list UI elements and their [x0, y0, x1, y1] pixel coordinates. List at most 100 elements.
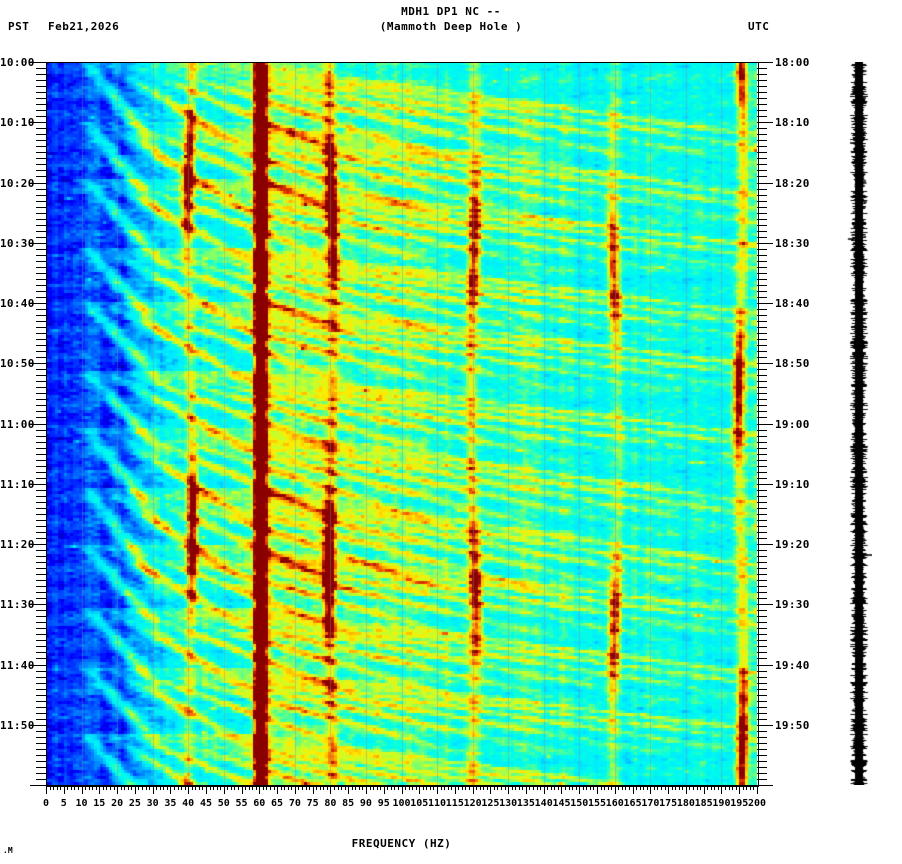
left-tick-minor	[36, 435, 46, 437]
right-tick-minor	[757, 435, 767, 437]
frequency-tick-minor	[287, 785, 289, 790]
frequency-tick-minor	[444, 785, 446, 790]
frequency-tick-minor	[344, 785, 346, 790]
right-tick-minor	[757, 327, 767, 329]
frequency-tick-minor	[333, 785, 335, 790]
frequency-tick-minor	[476, 785, 478, 790]
left-tick-minor	[36, 315, 46, 317]
right-time-label: 19:00	[775, 417, 810, 431]
left-tick-minor	[36, 218, 46, 220]
left-tick-minor	[36, 652, 46, 654]
frequency-tick-minor	[394, 785, 396, 790]
left-tick-minor	[36, 634, 46, 636]
right-tick-minor	[757, 260, 767, 262]
left-tick-minor	[36, 278, 46, 280]
left-tick-minor	[36, 465, 46, 467]
frequency-tick-label: 190	[712, 798, 731, 809]
frequency-tick-minor	[237, 785, 239, 790]
left-tick-minor	[36, 525, 46, 527]
frequency-tick-label: 15	[93, 798, 106, 809]
frequency-tick-label: 180	[676, 798, 695, 809]
left-tick-minor	[36, 399, 46, 401]
right-tick-minor	[757, 519, 767, 521]
left-tick-minor	[36, 393, 46, 395]
left-tick-minor	[36, 459, 46, 461]
frequency-tick-label: 135	[516, 798, 535, 809]
right-tick-minor	[757, 507, 767, 509]
frequency-tick-minor	[636, 785, 638, 790]
frequency-tick-minor	[159, 785, 161, 790]
left-tick-minor	[36, 622, 46, 624]
right-tick-minor	[757, 92, 767, 94]
right-tick-minor	[757, 236, 767, 238]
frequency-tick-minor	[109, 785, 111, 790]
right-tick-minor	[757, 712, 767, 714]
left-tick-minor	[36, 230, 46, 232]
frequency-tick-minor	[273, 785, 275, 790]
left-tick-minor	[36, 748, 46, 750]
left-tick-minor	[36, 676, 46, 678]
frequency-tick-minor	[511, 785, 513, 790]
frequency-tick-minor	[429, 785, 431, 790]
station-subtitle: (Mammoth Deep Hole )	[379, 20, 523, 33]
frequency-tick-major	[277, 785, 279, 794]
right-tick-minor	[757, 351, 767, 353]
left-tick-minor	[36, 272, 46, 274]
left-tick-minor	[36, 495, 46, 497]
frequency-tick-minor	[671, 785, 673, 790]
frequency-tick-minor	[387, 785, 389, 790]
frequency-tick-minor	[732, 785, 734, 790]
frequency-tick-label: 50	[217, 798, 230, 809]
frequency-tick-minor	[95, 785, 97, 790]
spectrogram-plot[interactable]	[46, 62, 757, 785]
left-tick-minor	[36, 592, 46, 594]
frequency-tick-label: 120	[463, 798, 482, 809]
right-tick-major	[757, 724, 773, 726]
frequency-tick-major	[685, 785, 687, 794]
left-tick-major	[30, 62, 46, 63]
right-tick-minor	[757, 513, 767, 515]
left-time-label: 10:20	[0, 176, 35, 190]
frequency-tick-minor	[586, 785, 588, 790]
left-tick-major	[30, 423, 46, 425]
frequency-tick-minor	[184, 785, 186, 790]
frequency-tick-minor	[682, 785, 684, 790]
right-tick-minor	[757, 98, 767, 100]
frequency-tick-minor	[515, 785, 517, 790]
frequency-tick-minor	[397, 785, 399, 790]
right-tick-minor	[757, 447, 767, 449]
left-tick-minor	[36, 688, 46, 690]
right-tick-minor	[757, 399, 767, 401]
frequency-tick-minor	[497, 785, 499, 790]
left-tick-major	[30, 483, 46, 485]
right-tick-minor	[757, 682, 767, 684]
frequency-tick-minor	[67, 785, 69, 790]
left-tick-minor	[36, 309, 46, 311]
frequency-tick-minor	[689, 785, 691, 790]
left-tick-minor	[36, 164, 46, 166]
frequency-tick-minor	[657, 785, 659, 790]
right-tick-minor	[757, 315, 767, 317]
right-timezone-label: UTC	[748, 20, 770, 33]
left-tick-minor	[36, 700, 46, 702]
frequency-tick-minor	[88, 785, 90, 790]
right-tick-minor	[757, 550, 767, 552]
left-tick-minor	[36, 513, 46, 515]
frequency-tick-minor	[469, 785, 471, 790]
right-tick-minor	[757, 531, 767, 533]
right-tick-minor	[757, 284, 767, 286]
frequency-tick-minor	[262, 785, 264, 790]
frequency-tick-label: 145	[552, 798, 571, 809]
frequency-tick-minor	[326, 785, 328, 790]
right-tick-major	[757, 785, 773, 786]
frequency-tick-minor	[106, 785, 108, 790]
right-tick-minor	[757, 110, 767, 112]
left-tick-minor	[36, 357, 46, 359]
left-time-label: 11:20	[0, 538, 35, 551]
right-tick-minor	[757, 616, 767, 618]
frequency-tick-major	[419, 785, 421, 794]
right-tick-minor	[757, 568, 767, 570]
right-tick-minor	[757, 610, 767, 612]
frequency-tick-minor	[373, 785, 375, 790]
right-tick-minor	[757, 194, 767, 196]
